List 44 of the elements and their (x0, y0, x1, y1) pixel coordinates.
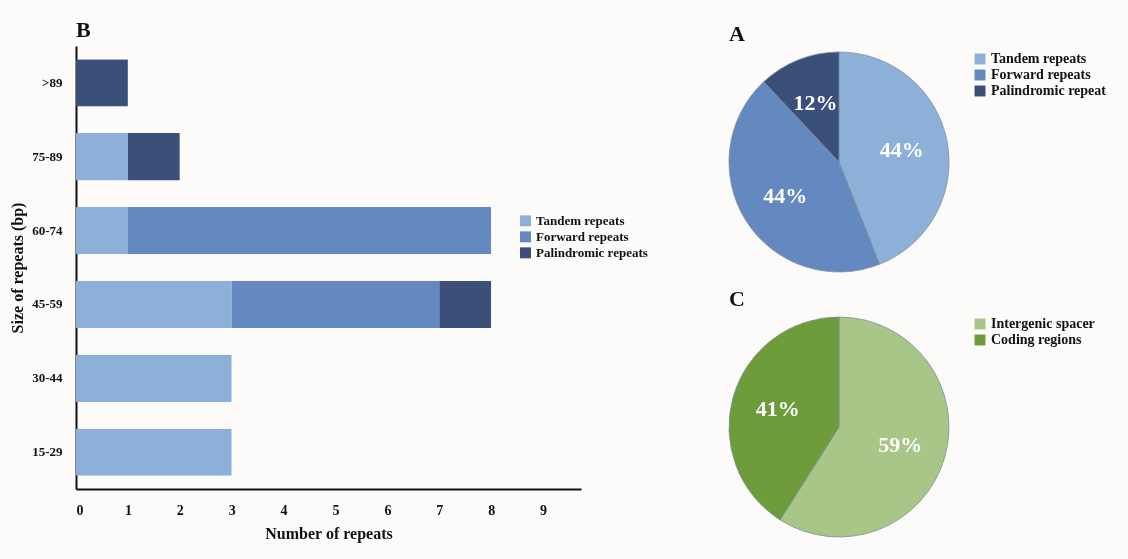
y-tick-label: 30-44 (32, 370, 63, 386)
x-tick-label: 3 (228, 502, 236, 518)
legend-label: Forward repeats (536, 228, 629, 244)
chart-title: B (76, 17, 91, 42)
data-label: 59% (878, 431, 923, 457)
bar (76, 206, 128, 255)
chart-title: C (729, 286, 745, 312)
legend-label: Palindromic repeat (991, 83, 1107, 98)
chart-title: A (729, 21, 745, 47)
x-tick-label: 0 (76, 502, 84, 518)
bar (231, 280, 440, 329)
bar (439, 280, 492, 329)
bar (76, 59, 128, 107)
data-label: 44% (879, 137, 924, 163)
x-tick-label: 6 (384, 502, 392, 518)
y-axis-title: Size of repeats (bp) (9, 202, 28, 334)
data-label: 12% (793, 89, 838, 115)
x-tick-label: 9 (540, 502, 548, 518)
legend-label: Forward repeats (991, 67, 1092, 82)
legend-label: Tandem repeats (991, 51, 1087, 66)
legend-label: Intergenic spacer (991, 316, 1095, 331)
y-tick-label: 45-59 (32, 296, 63, 312)
x-tick-label: 5 (332, 502, 340, 518)
bar (76, 428, 232, 476)
x-tick-label: 2 (176, 502, 184, 518)
y-tick-label: 15-29 (32, 444, 63, 460)
legend-label: Tandem repeats (536, 212, 625, 228)
data-label: 41% (755, 396, 800, 422)
bar (127, 206, 492, 255)
bar (76, 280, 232, 329)
x-tick-label: 4 (280, 502, 288, 518)
y-tick-label: 75-89 (32, 148, 63, 164)
bar (127, 133, 180, 181)
legend-label: Palindromic repeats (536, 244, 648, 260)
bar (76, 133, 128, 181)
y-tick-label: >89 (42, 74, 63, 90)
bar (76, 354, 232, 402)
x-tick-label: 7 (436, 502, 444, 518)
legend-label: Coding regions (991, 332, 1082, 347)
y-tick-label: 60-74 (32, 222, 63, 238)
x-tick-label: 8 (488, 502, 496, 518)
x-tick-label: 1 (124, 502, 132, 518)
data-label: 44% (763, 183, 808, 209)
x-axis-title: Number of repeats (265, 524, 393, 543)
